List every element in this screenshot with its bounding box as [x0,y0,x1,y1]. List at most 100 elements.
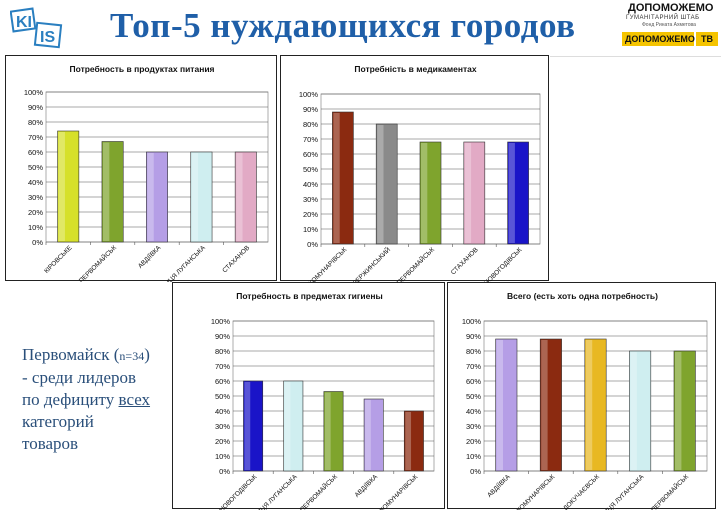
chart-total: Всего (есть хоть одна потребность) 0% 10% 2… [462,291,708,510]
x-category-label: АВДІЇВКА [353,472,380,499]
chart-title: Всего (есть хоть одна потребность) [507,291,658,301]
bar [495,338,518,472]
y-tick-label: 40% [466,407,481,416]
chart-title: Потребность в предметах гигиены [236,291,383,301]
y-tick-label: 80% [28,118,43,127]
x-category-label: ДОКУЧАЄВСЬК [562,473,601,510]
x-category-label: ДЗЕРЖИНСЬКИЙ [347,245,392,282]
logo-bar-label: ДОПОМОЖЕМО [622,32,695,46]
y-tick-label: 10% [466,452,481,461]
chart-hygiene: Потребность в предметах гигиены 0% 10% 20% 3… [211,291,435,510]
bar-fill [283,380,304,472]
bar-highlight [365,400,371,470]
side-note-line3: по дефициту всех [22,389,172,411]
x-category-label: СТАХАНОВ [221,244,251,274]
y-tick-label: 0% [307,240,318,249]
bar-fill [539,338,562,472]
bar-fill [375,123,398,245]
bar [584,338,607,472]
y-tick-label: 100% [211,317,231,326]
y-tick-label: 30% [466,422,481,431]
y-tick-label: 60% [215,377,230,386]
x-category-label: ПЕРВОМАЙСЬК [77,243,119,282]
bar-fill [419,141,442,245]
side-note-n-open: ( [109,345,120,364]
side-note-line4: категорий [22,412,94,431]
bar [507,141,529,245]
bar [234,151,257,243]
y-tick-label: 60% [303,150,318,159]
y-tick-label: 100% [299,90,319,99]
y-tick-label: 60% [466,377,481,386]
x-category-label: НОВОГОДІВСЬК [218,473,259,510]
x-category-label: АВДІЇВКА [486,472,513,499]
y-tick-label: 70% [303,135,318,144]
y-tick-label: 0% [470,467,481,476]
chart-panel-total: Всего (есть хоть одна потребность) 0% 10% 2… [447,282,716,510]
y-tick-label: 0% [219,467,230,476]
x-category-label: АВДІЇВКА [136,243,163,270]
bar [363,398,384,472]
svg-text:IS: IS [40,29,55,46]
bar [190,151,213,243]
bar [375,123,398,245]
divider [550,56,721,57]
bar-highlight [420,143,428,243]
chart-panel-medicine: Потребність в медикаментах 0% 10% 20% 30% 40%… [280,55,549,282]
y-tick-label: 80% [215,347,230,356]
side-note-line1: Первомайск (n=34) [22,344,172,367]
y-tick-label: 100% [462,317,482,326]
x-category-label: НОВОГОДІВСЬК [483,246,524,282]
bar [146,151,168,243]
x-category-label: ПЕРВОМАЙСЬК [297,472,339,510]
bar-fill [584,338,607,472]
logo-fund: Фонд Рината Ахметова [642,22,696,28]
side-note: Первомайск (n=34) - среди лидеров по деф… [22,344,172,455]
y-tick-label: 10% [28,223,43,232]
bar-highlight [508,143,515,243]
bar-fill [403,410,424,472]
bar-highlight [541,340,548,470]
y-tick-label: 40% [28,178,43,187]
bar-fill [495,338,518,472]
y-tick-label: 80% [466,347,481,356]
bar [463,141,486,245]
y-tick-label: 30% [303,195,318,204]
y-tick-label: 40% [215,407,230,416]
bar-highlight [496,340,504,470]
y-tick-label: 10% [215,452,230,461]
x-category-label: ЮНОКОМУНАРІВСЬК [296,246,348,282]
logo-brand: ДОПОМОЖЕМО [628,2,714,14]
page-title: Топ-5 нуждающихся городов [110,6,576,45]
bar-fill [323,391,344,472]
bar [243,380,264,472]
bar-highlight [333,113,340,243]
bar-fill [629,350,652,472]
bar [403,410,424,472]
logo-subtitle: ГУМАНІТАРНИЙ ШТАБ [626,15,700,21]
bar [629,350,652,472]
bar-highlight [674,352,682,470]
y-tick-label: 40% [303,180,318,189]
bar-fill [507,141,529,245]
y-tick-label: 70% [215,362,230,371]
bar-fill [673,350,696,472]
side-note-n: n=34 [119,349,145,363]
y-tick-label: 30% [215,422,230,431]
side-note-line5: товаров [22,434,79,453]
y-tick-label: 50% [215,392,230,401]
bar-highlight [405,412,412,470]
chart-food: Потребность в продуктах питания 0% 10% 20% 3… [24,64,269,282]
bar-highlight [236,153,243,241]
bar [57,130,80,243]
chart-medicine: Потребність в медикаментах 0% 10% 20% 30% 40%… [296,64,541,282]
chart-title: Потребность в продуктах питания [69,64,214,74]
y-tick-label: 20% [466,437,481,446]
bar-fill [190,151,213,243]
bar [323,391,344,472]
chart-panel-food: Потребность в продуктах питания 0% 10% 20% 3… [5,55,277,282]
side-note-city: Первомайск [22,345,110,364]
y-tick-label: 70% [466,362,481,371]
bar [101,141,124,243]
bar [539,338,562,472]
